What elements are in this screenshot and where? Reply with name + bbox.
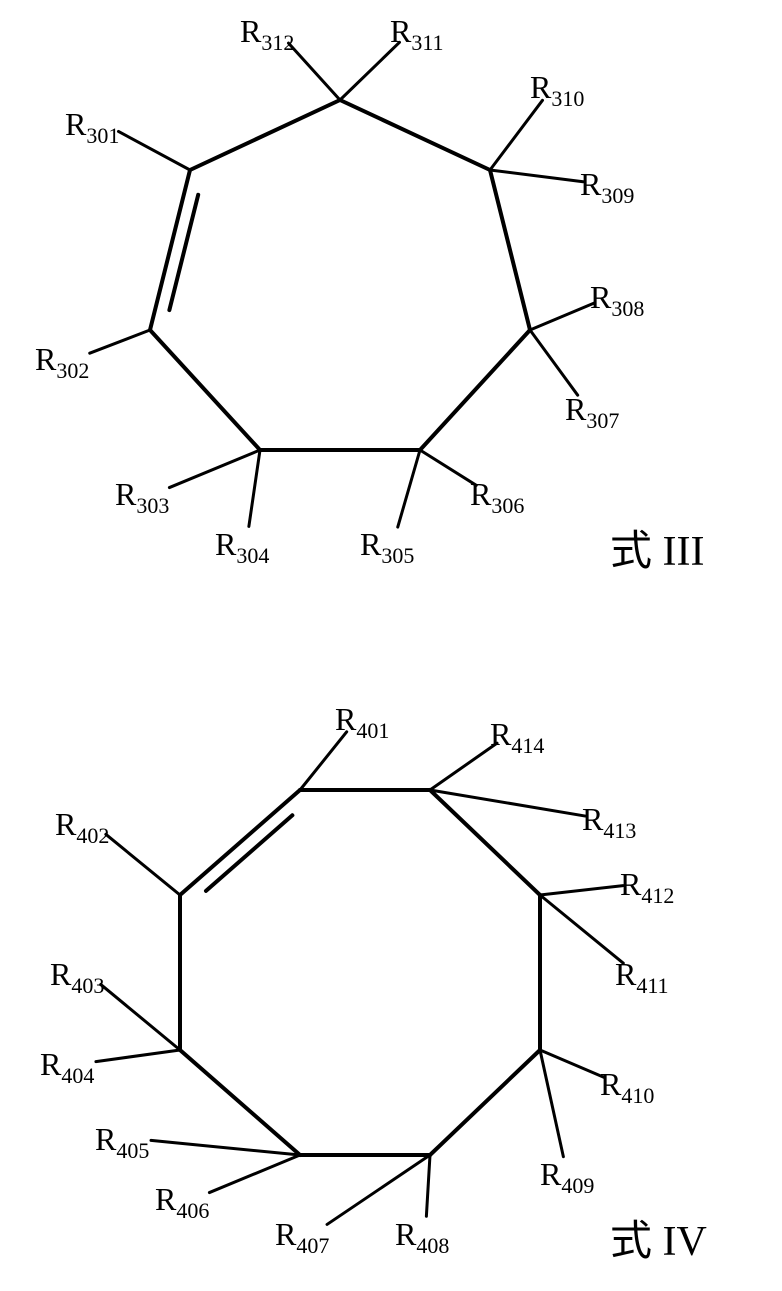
substituent-label: R403 (50, 956, 104, 998)
substituent-label: R407 (275, 1216, 329, 1258)
substituent-label: R406 (155, 1181, 209, 1223)
formula-label: 式 III (610, 529, 704, 575)
substituent-label: R302 (35, 341, 89, 383)
substituent-label: R308 (590, 279, 644, 321)
substituent-label: R402 (55, 806, 109, 848)
substituent-label: R408 (395, 1216, 449, 1258)
substituent-label: R411 (615, 956, 669, 998)
chemical-structures-canvas: R312 R311 R310 R309 R308 R307 R306 R305 R304 R303… (0, 0, 782, 1291)
substituent-label: R303 (115, 476, 169, 518)
substituent-label: R404 (40, 1046, 94, 1088)
substituent-label: R412 (620, 866, 674, 908)
substituent-label: R409 (540, 1156, 594, 1198)
substituent-label: R309 (580, 166, 634, 208)
substituent-label: R306 (470, 476, 524, 518)
substituent-label: R305 (360, 526, 414, 568)
substituent-label: R312 (240, 13, 294, 55)
substituent-label: R413 (582, 801, 636, 843)
substituent-label: R307 (565, 391, 619, 433)
substituent-label: R414 (490, 716, 544, 758)
substituent-label: R401 (335, 701, 389, 743)
substituent-label: R405 (95, 1121, 149, 1163)
substituent-label: R311 (390, 13, 444, 55)
substituent-label: R301 (65, 106, 119, 148)
substituent-label: R304 (215, 526, 269, 568)
formula-label: 式 IV (610, 1219, 707, 1265)
substituent-label: R410 (600, 1066, 654, 1108)
substituent-label: R310 (530, 69, 584, 111)
